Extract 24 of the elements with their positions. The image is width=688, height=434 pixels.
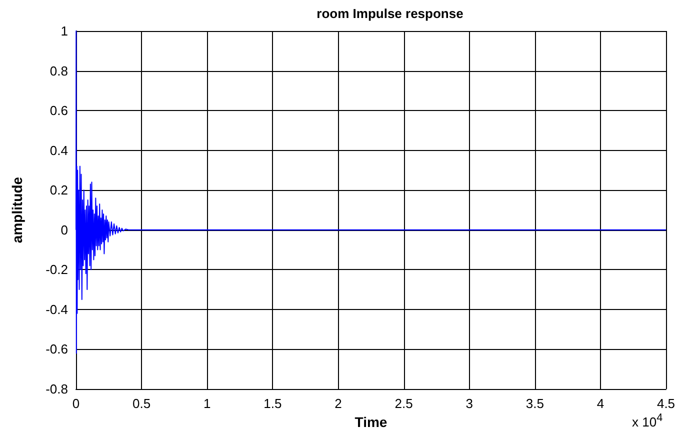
y-tick-label: -0.4 bbox=[46, 302, 68, 317]
y-tick-label: 0.6 bbox=[50, 103, 68, 118]
x-tick-label: 0 bbox=[72, 396, 80, 411]
y-tick-label: -0.6 bbox=[46, 342, 68, 357]
x-tick-label: 1 bbox=[203, 396, 211, 411]
x-tick-label: 2.5 bbox=[394, 396, 413, 411]
text: x 10$^{4}$ bbox=[632, 412, 663, 430]
x-tick-label: 4 bbox=[596, 396, 604, 411]
y-tick-label: 0 bbox=[60, 222, 68, 238]
x-tick-label: 3 bbox=[466, 396, 473, 411]
x-tick-label: 0.5 bbox=[132, 396, 151, 411]
x-tick-label: 1.5 bbox=[264, 396, 282, 411]
x-tick-label: 2 bbox=[334, 396, 342, 411]
x-tick-label: 3.5 bbox=[526, 396, 544, 411]
y-tick-label: 0.2 bbox=[50, 182, 68, 198]
y-tick-label: -0.8 bbox=[46, 382, 68, 396]
x-tick-label: 4.5 bbox=[656, 396, 676, 411]
y-tick-label: 1 bbox=[60, 24, 68, 38]
chart-title: room Impulse response bbox=[316, 6, 464, 21]
y-tick-label: 0.4 bbox=[50, 142, 68, 158]
y-axis-title: amplitude bbox=[9, 176, 25, 244]
y-tick-label: 0.8 bbox=[50, 63, 68, 78]
x-axis-title: Time bbox=[354, 414, 388, 430]
y-tick-label: -0.2 bbox=[46, 262, 68, 278]
